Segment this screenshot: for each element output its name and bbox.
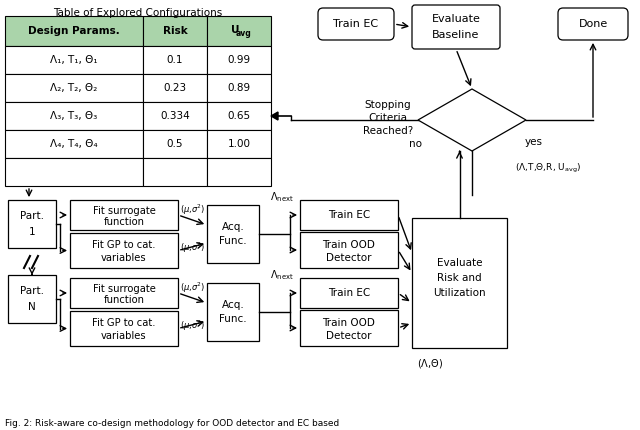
Text: Train EC: Train EC — [328, 288, 370, 298]
FancyBboxPatch shape — [70, 233, 178, 268]
Text: variables: variables — [101, 253, 147, 263]
Text: Fit GP to cat.: Fit GP to cat. — [92, 318, 156, 328]
Text: Fit surrogate: Fit surrogate — [93, 206, 156, 216]
Text: function: function — [104, 295, 145, 305]
Text: Evaluate: Evaluate — [431, 14, 481, 24]
Text: Train OOD: Train OOD — [323, 318, 376, 328]
FancyBboxPatch shape — [300, 232, 398, 268]
FancyBboxPatch shape — [207, 205, 259, 263]
Text: Table of Explored Configurations: Table of Explored Configurations — [53, 8, 223, 18]
FancyBboxPatch shape — [412, 5, 500, 49]
Text: Acq.: Acq. — [221, 222, 244, 232]
Text: ($\mu$,$\sigma^2$): ($\mu$,$\sigma^2$) — [180, 319, 205, 333]
FancyBboxPatch shape — [412, 218, 507, 348]
Text: Train EC: Train EC — [328, 210, 370, 220]
Text: 0.334: 0.334 — [160, 111, 190, 121]
Text: N: N — [28, 302, 36, 312]
FancyBboxPatch shape — [318, 8, 394, 40]
Text: Train OOD: Train OOD — [323, 240, 376, 250]
Text: Λ₁, T₁, Θ₁: Λ₁, T₁, Θ₁ — [50, 55, 98, 65]
FancyBboxPatch shape — [143, 102, 207, 130]
Text: 0.99: 0.99 — [227, 55, 251, 65]
Text: $\Lambda_\mathregular{next}$: $\Lambda_\mathregular{next}$ — [270, 190, 294, 204]
FancyBboxPatch shape — [300, 200, 398, 230]
Text: ($\mu$,$\sigma^2$): ($\mu$,$\sigma^2$) — [180, 281, 205, 295]
FancyBboxPatch shape — [300, 310, 398, 346]
Text: 0.5: 0.5 — [167, 139, 183, 149]
Text: ($\mu$,$\sigma^2$): ($\mu$,$\sigma^2$) — [180, 241, 205, 255]
FancyBboxPatch shape — [5, 130, 143, 158]
Text: Fig. 2: Risk-aware co-design methodology for OOD detector and EC based: Fig. 2: Risk-aware co-design methodology… — [5, 420, 339, 429]
Text: Func.: Func. — [219, 236, 247, 246]
Text: Done: Done — [579, 19, 607, 29]
FancyBboxPatch shape — [207, 102, 271, 130]
Text: 0.1: 0.1 — [167, 55, 183, 65]
FancyBboxPatch shape — [5, 102, 143, 130]
Text: Risk and: Risk and — [437, 273, 482, 283]
Text: Acq.: Acq. — [221, 300, 244, 310]
Text: ($\mu$,$\sigma^2$): ($\mu$,$\sigma^2$) — [180, 203, 205, 217]
Polygon shape — [418, 89, 526, 151]
Text: no: no — [408, 139, 422, 149]
FancyBboxPatch shape — [300, 278, 398, 308]
FancyBboxPatch shape — [143, 158, 207, 186]
FancyBboxPatch shape — [143, 16, 207, 46]
Text: Stopping: Stopping — [365, 100, 412, 110]
Text: Train EC: Train EC — [333, 19, 379, 29]
Text: Part.: Part. — [20, 211, 44, 221]
Text: Func.: Func. — [219, 314, 247, 324]
Text: Utilization: Utilization — [433, 288, 486, 298]
FancyBboxPatch shape — [70, 311, 178, 346]
FancyBboxPatch shape — [558, 8, 628, 40]
Text: ($\Lambda$,$\Theta$): ($\Lambda$,$\Theta$) — [417, 356, 443, 369]
Text: Risk: Risk — [163, 26, 188, 36]
FancyBboxPatch shape — [207, 283, 259, 341]
Text: Design Params.: Design Params. — [28, 26, 120, 36]
FancyBboxPatch shape — [5, 46, 143, 74]
Text: 1: 1 — [29, 227, 35, 237]
Text: Fit surrogate: Fit surrogate — [93, 284, 156, 294]
FancyBboxPatch shape — [5, 74, 143, 102]
Text: Reached?: Reached? — [363, 126, 413, 136]
Text: yes: yes — [525, 137, 543, 147]
FancyBboxPatch shape — [143, 46, 207, 74]
FancyBboxPatch shape — [143, 130, 207, 158]
Text: 0.65: 0.65 — [227, 111, 251, 121]
Text: Λ₂, T₂, Θ₂: Λ₂, T₂, Θ₂ — [51, 83, 98, 93]
FancyBboxPatch shape — [70, 278, 178, 308]
Text: Fit GP to cat.: Fit GP to cat. — [92, 240, 156, 250]
Text: 1.00: 1.00 — [227, 139, 250, 149]
Text: variables: variables — [101, 331, 147, 341]
Text: function: function — [104, 217, 145, 227]
Text: Part.: Part. — [20, 286, 44, 296]
FancyBboxPatch shape — [207, 130, 271, 158]
FancyBboxPatch shape — [207, 74, 271, 102]
FancyBboxPatch shape — [207, 46, 271, 74]
Text: U: U — [231, 25, 239, 35]
Text: $\Lambda_\mathregular{next}$: $\Lambda_\mathregular{next}$ — [270, 268, 294, 282]
Text: Baseline: Baseline — [432, 30, 480, 40]
FancyBboxPatch shape — [8, 200, 56, 248]
Text: Detector: Detector — [326, 331, 372, 341]
Text: Evaluate: Evaluate — [436, 258, 483, 268]
FancyBboxPatch shape — [207, 16, 271, 46]
Text: Λ₄, T₄, Θ₄: Λ₄, T₄, Θ₄ — [50, 139, 98, 149]
FancyBboxPatch shape — [70, 200, 178, 230]
Polygon shape — [271, 112, 278, 120]
Text: Λ₃, T₃, Θ₃: Λ₃, T₃, Θ₃ — [51, 111, 98, 121]
Text: Criteria: Criteria — [369, 113, 408, 123]
Text: Detector: Detector — [326, 253, 372, 263]
FancyBboxPatch shape — [207, 158, 271, 186]
FancyBboxPatch shape — [143, 74, 207, 102]
Text: avg: avg — [236, 30, 252, 39]
Text: 0.23: 0.23 — [163, 83, 187, 93]
Text: ($\Lambda$,T,$\Theta$,R, U$_\mathregular{avg}$): ($\Lambda$,T,$\Theta$,R, U$_\mathregular… — [515, 161, 581, 175]
FancyBboxPatch shape — [8, 275, 56, 323]
Text: 0.89: 0.89 — [227, 83, 251, 93]
FancyBboxPatch shape — [5, 158, 143, 186]
FancyBboxPatch shape — [5, 16, 143, 46]
